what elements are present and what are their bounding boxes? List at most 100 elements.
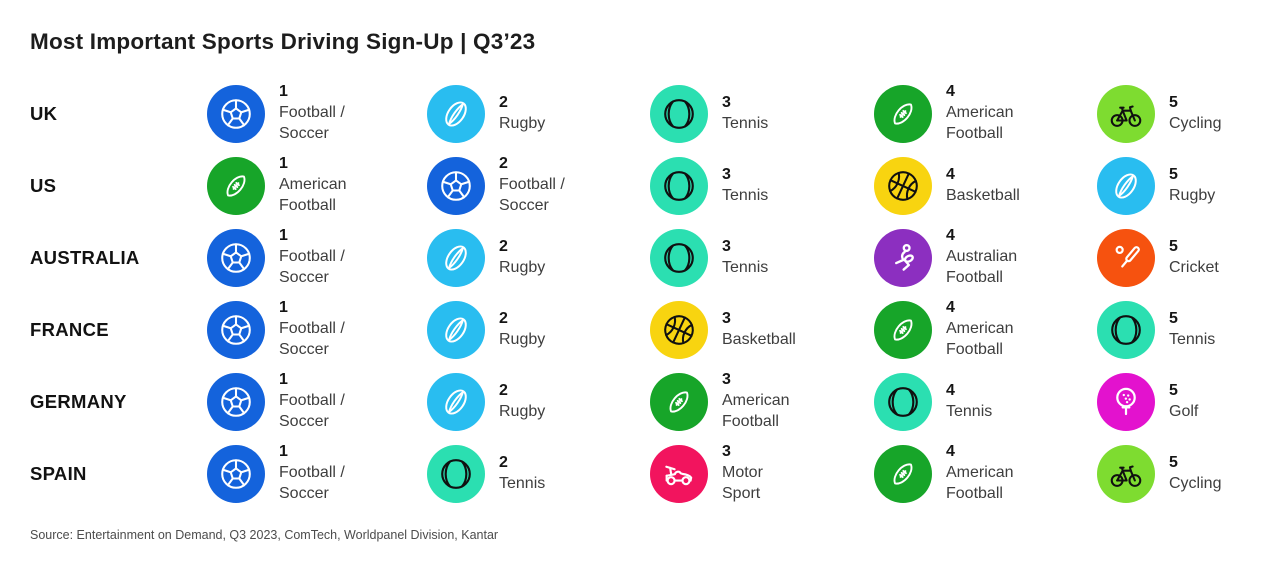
rank-number: 5 — [1169, 453, 1178, 471]
rank-cell: 1 Football / Soccer — [207, 442, 427, 504]
country-label: US — [30, 174, 57, 196]
sport-icon-circle — [1097, 156, 1155, 215]
rank-number: 3 — [722, 237, 731, 255]
rank-text: 4 Australian Football — [946, 226, 1017, 288]
sport-label: Tennis — [1169, 330, 1216, 348]
sport-label: Cycling — [1169, 474, 1222, 492]
sport-icon-circle — [427, 156, 485, 215]
source-note: Source: Entertainment on Demand, Q3 2023… — [30, 527, 499, 542]
rugby-icon — [1107, 167, 1145, 205]
sport-icon-circle — [427, 444, 485, 503]
country-label: UK — [30, 102, 58, 124]
sport-icon-circle — [874, 156, 932, 215]
rank-text: 4 American Football — [946, 442, 1014, 504]
rank-text: 3 Tennis — [722, 237, 768, 279]
basketball-icon — [660, 311, 698, 349]
sport-label: Rugby — [499, 330, 546, 348]
rank-number: 3 — [722, 443, 731, 461]
sport-label: Cricket — [1169, 258, 1219, 276]
rank-cell: 3 Motor Sport — [650, 442, 874, 504]
rank-number: 3 — [722, 309, 731, 327]
rank-text: 2 Rugby — [499, 309, 545, 351]
sport-label: Tennis — [722, 258, 769, 276]
rank-text: 4 American Football — [946, 298, 1014, 360]
sport-icon-circle — [874, 228, 932, 287]
tennis-icon — [884, 383, 922, 421]
rank-number: 2 — [499, 93, 508, 111]
sport-label: Rugby — [1169, 186, 1216, 204]
cycling-icon — [1107, 455, 1145, 493]
sport-icon-circle — [427, 372, 485, 431]
rank-text: 1 Football / Soccer — [279, 298, 345, 360]
rank-cell: 2 Rugby — [427, 84, 650, 143]
sport-icon-circle — [427, 300, 485, 359]
rank-text: 2 Football / Soccer — [499, 154, 565, 216]
sport-icon-circle — [650, 156, 708, 215]
rank-text: 5 Cricket — [1169, 237, 1219, 279]
rank-text: 5 Rugby — [1169, 165, 1215, 207]
rank-number: 5 — [1169, 93, 1178, 111]
rank-text: 4 Tennis — [946, 381, 992, 423]
sport-label: Football / Soccer — [279, 248, 345, 287]
rank-text: 4 Basketball — [946, 165, 1020, 207]
rank-text: 1 Football / Soccer — [279, 370, 345, 432]
sport-label: Tennis — [946, 402, 993, 420]
sport-icon-circle — [650, 300, 708, 359]
rank-cell: 2 Tennis — [427, 444, 650, 503]
rank-number: 5 — [1169, 165, 1178, 183]
rank-number: 5 — [1169, 309, 1178, 327]
rank-number: 2 — [499, 155, 508, 173]
sport-label: American Football — [946, 104, 1014, 143]
sport-label: Football / Soccer — [499, 176, 565, 215]
rank-text: 3 American Football — [722, 370, 790, 432]
sport-icon-circle — [874, 84, 932, 143]
rank-text: 3 Motor Sport — [722, 442, 763, 504]
tennis-icon — [1107, 311, 1145, 349]
sport-label: Australian Football — [946, 248, 1018, 287]
rank-cell: 4 Basketball — [874, 156, 1097, 215]
rank-cell: 5 Tennis — [1097, 300, 1280, 359]
basketball-icon — [884, 167, 922, 205]
sport-label: Tennis — [722, 186, 769, 204]
rank-text: 5 Cycling — [1169, 93, 1221, 135]
rank-cell: 1 Football / Soccer — [207, 226, 427, 288]
infographic: Most Important Sports Driving Sign-Up | … — [30, 30, 1280, 542]
rank-number: 5 — [1169, 381, 1178, 399]
sport-icon-circle — [1097, 228, 1155, 287]
sport-icon-circle — [207, 156, 265, 215]
rank-cell: 4 Australian Football — [874, 226, 1097, 288]
sport-icon-circle — [1097, 84, 1155, 143]
sport-icon-circle — [1097, 300, 1155, 359]
tennis-icon — [660, 167, 698, 205]
cycling-icon — [1107, 95, 1145, 133]
tennis-icon — [437, 455, 475, 493]
soccer-icon — [217, 239, 255, 277]
rank-number: 2 — [499, 453, 508, 471]
rank-number: 1 — [279, 299, 288, 317]
rank-cell: 1 Football / Soccer — [207, 370, 427, 432]
sport-label: Football / Soccer — [279, 464, 345, 503]
rank-number: 3 — [722, 93, 731, 111]
rank-text: 5 Cycling — [1169, 453, 1221, 495]
rank-text: 1 Football / Soccer — [279, 442, 345, 504]
rank-cell: 1 American Football — [207, 154, 427, 216]
sport-icon-circle — [650, 444, 708, 503]
sport-label: Basketball — [946, 186, 1020, 204]
rugby-icon — [437, 311, 475, 349]
sport-label: Rugby — [499, 114, 546, 132]
tennis-icon — [660, 239, 698, 277]
rank-number: 4 — [946, 381, 955, 399]
cricket-icon — [1107, 239, 1145, 277]
rank-cell: 1 Football / Soccer — [207, 82, 427, 144]
table-row: US 1 American Football 2 Football / Socc… — [30, 150, 1280, 222]
table-row: AUSTRALIA 1 Football / Soccer 2 Rugby — [30, 222, 1280, 294]
rank-text: 1 Football / Soccer — [279, 82, 345, 144]
rugby-icon — [437, 239, 475, 277]
rank-number: 1 — [279, 371, 288, 389]
rank-number: 2 — [499, 309, 508, 327]
sport-icon-circle — [207, 300, 265, 359]
rank-number: 1 — [279, 227, 288, 245]
rank-text: 2 Rugby — [499, 381, 545, 423]
soccer-icon — [217, 383, 255, 421]
soccer-icon — [217, 311, 255, 349]
